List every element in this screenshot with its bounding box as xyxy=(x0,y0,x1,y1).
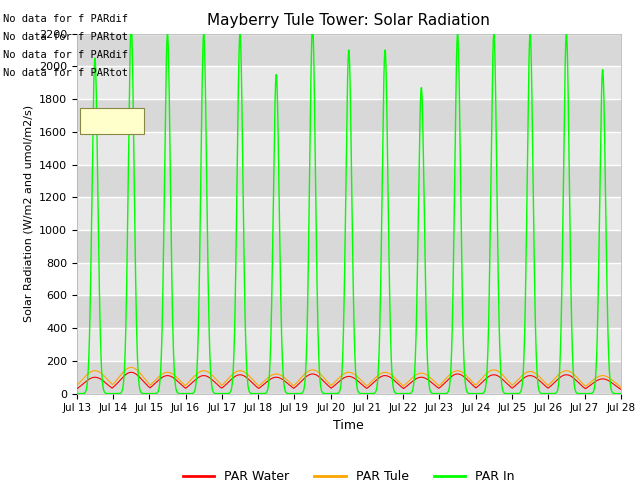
Bar xyxy=(77,132,621,165)
Bar xyxy=(77,361,621,394)
X-axis label: Time: Time xyxy=(333,419,364,432)
Text: PAR: PAR xyxy=(83,117,104,127)
Bar xyxy=(77,328,621,361)
Y-axis label: Solar Radiation (W/m2 and umol/m2/s): Solar Radiation (W/m2 and umol/m2/s) xyxy=(23,105,33,322)
Text: No data for f PARtot: No data for f PARtot xyxy=(3,68,128,78)
Bar xyxy=(77,230,621,263)
Text: tule: tule xyxy=(109,117,127,127)
Bar xyxy=(77,34,621,66)
Bar xyxy=(77,263,621,295)
Text: No data for f PARtot: No data for f PARtot xyxy=(3,32,128,42)
Title: Mayberry Tule Tower: Solar Radiation: Mayberry Tule Tower: Solar Radiation xyxy=(207,13,490,28)
Text: No data for f PARdif: No data for f PARdif xyxy=(3,13,128,24)
Bar xyxy=(77,295,621,328)
Legend: PAR Water, PAR Tule, PAR In: PAR Water, PAR Tule, PAR In xyxy=(178,465,520,480)
Bar xyxy=(77,165,621,197)
Bar xyxy=(77,66,621,99)
Bar xyxy=(77,197,621,230)
Text: No data for f PARdif: No data for f PARdif xyxy=(3,50,128,60)
Bar xyxy=(77,99,621,132)
